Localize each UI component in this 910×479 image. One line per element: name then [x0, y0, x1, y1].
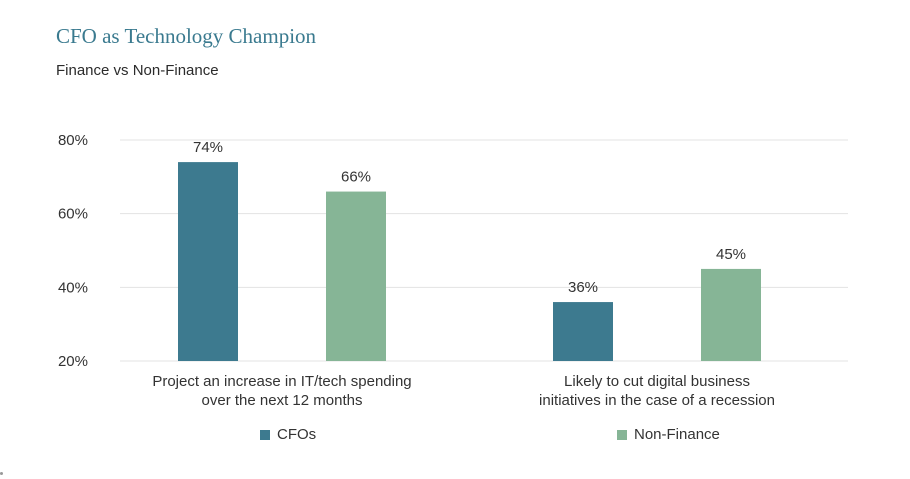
legend-item-non-finance: Non-Finance: [617, 426, 720, 443]
bar-cfos-0: [178, 162, 238, 361]
y-tick-label: 80%: [58, 132, 88, 149]
x-category-label: over the next 12 months: [202, 392, 363, 409]
bar-non-finance-1: [701, 268, 761, 361]
legend-label-non-finance: Non-Finance: [634, 426, 720, 443]
x-category-label: Project an increase in IT/tech spending: [152, 373, 411, 390]
chart-title: CFO as Technology Champion: [56, 24, 317, 48]
data-label: 66%: [341, 169, 371, 186]
bar-non-finance-0: [326, 191, 386, 361]
legend-swatch-cfos: [260, 429, 270, 440]
corner-dot: [0, 472, 3, 475]
x-category-label: initiatives in the case of a recession: [539, 392, 775, 409]
data-label: 45%: [716, 246, 746, 263]
data-label: 36%: [568, 279, 598, 296]
x-category-label: Likely to cut digital business: [564, 373, 750, 390]
y-tick-label: 20%: [58, 353, 88, 370]
legend-item-cfos: CFOs: [260, 426, 316, 443]
data-label: 74%: [193, 139, 223, 156]
legend-swatch-non-finance: [617, 429, 627, 440]
legend-label-cfos: CFOs: [277, 426, 317, 443]
chart-subtitle: Finance vs Non-Finance: [56, 62, 219, 79]
y-tick-label: 60%: [58, 206, 88, 223]
y-tick-label: 40%: [58, 279, 88, 296]
bar-cfos-1: [553, 302, 613, 361]
